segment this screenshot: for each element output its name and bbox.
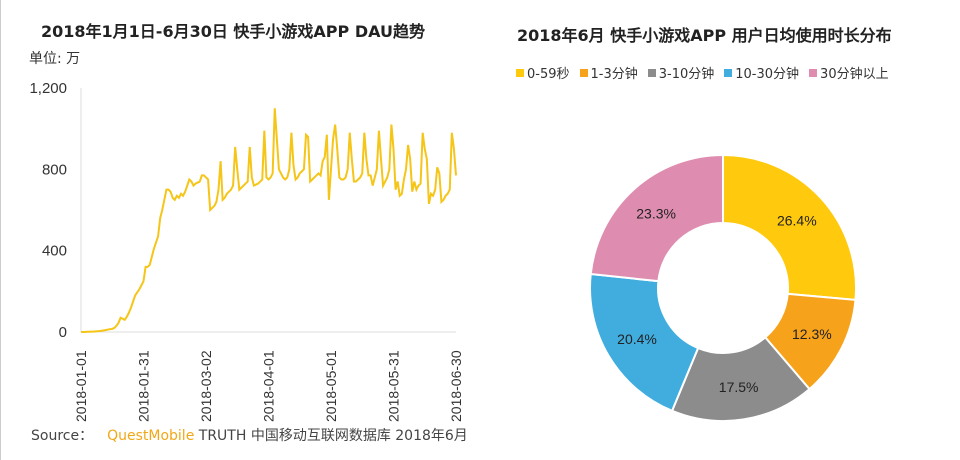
legend-label: 10-30分钟 [735, 67, 800, 82]
legend-item: 30分钟以上 [809, 63, 889, 82]
y-tick-label: 0 [59, 324, 67, 341]
legend-swatch [647, 68, 656, 77]
slice-label: 23.3% [636, 206, 676, 222]
source-note: Source： QuestMobile TRUTH 中国移动互联网数据库 2018… [31, 425, 468, 445]
slice-label: 12.3% [792, 326, 832, 342]
legend: 0-59秒 1-3分钟 3-10分钟 10-30分钟 30分钟以上 [516, 63, 889, 82]
x-tick-label: 2018-05-31 [386, 350, 402, 422]
donut-slice [589, 153, 724, 283]
legend-swatch [516, 68, 524, 77]
brand-logo: QuestMobile [107, 428, 195, 444]
x-tick-label: 2018-06-30 [448, 350, 464, 422]
legend-label: 1-3分钟 [590, 67, 638, 82]
x-tick-label: 2018-05-01 [323, 350, 339, 422]
legend-label: 0-59秒 [527, 67, 570, 82]
dau-series-line [81, 108, 457, 333]
donut-chart-title: 2018年6月 快手小游戏APP 用户日均使用时长分布 [517, 26, 892, 45]
x-tick-label: 2018-01-01 [73, 350, 89, 422]
legend-item: 3-10分钟 [647, 63, 715, 82]
legend-swatch [724, 68, 733, 77]
legend-item: 0-59秒 [516, 63, 570, 82]
legend-label: 30分钟以上 [820, 67, 889, 82]
slice-label: 20.4% [617, 331, 657, 347]
y-tick-label: 1,200 [29, 80, 67, 97]
x-tick-label: 2018-04-01 [261, 350, 277, 422]
source-text: TRUTH 中国移动互联网数据库 2018年6月 [198, 428, 468, 444]
x-tick-label: 2018-01-31 [136, 350, 152, 422]
legend-item: 1-3分钟 [579, 63, 638, 82]
source-label: Source： [31, 428, 94, 444]
y-axis-unit: 单位: 万 [29, 51, 81, 67]
x-tick-label: 2018-03-02 [198, 350, 214, 422]
line-chart-title: 2018年1月1日-6月30日 快手小游戏APP DAU趋势 [41, 22, 425, 41]
donut-slice [722, 153, 857, 301]
slice-label: 17.5% [719, 379, 759, 395]
legend-label: 3-10分钟 [658, 67, 715, 82]
donut-slice [589, 272, 700, 413]
y-tick-label: 400 [42, 243, 67, 260]
slice-label: 26.4% [777, 213, 817, 229]
legend-item: 10-30分钟 [724, 63, 799, 82]
legend-swatch [579, 68, 588, 77]
donut-slice [670, 335, 811, 422]
y-tick-label: 800 [42, 161, 67, 178]
legend-swatch [809, 68, 818, 77]
